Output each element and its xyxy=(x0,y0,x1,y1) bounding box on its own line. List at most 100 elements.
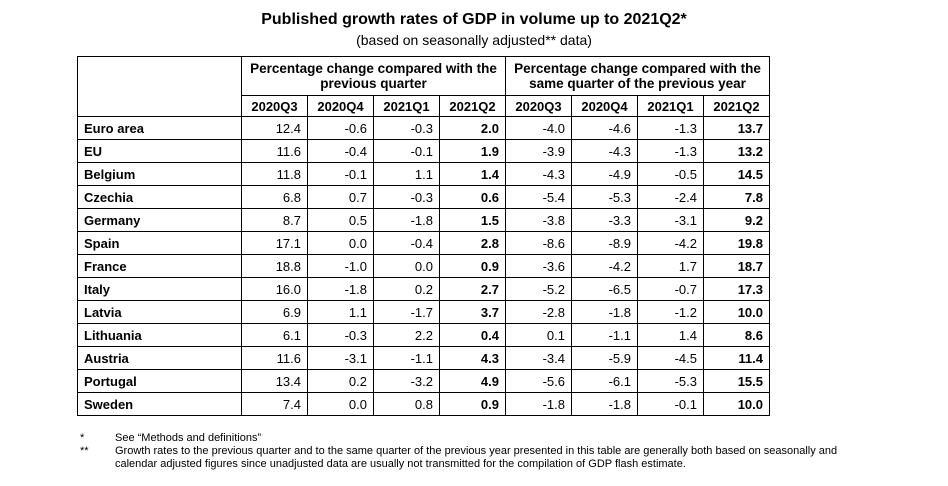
value-cell: 0.6 xyxy=(439,185,506,209)
value-cell: 0.9 xyxy=(439,254,506,278)
value-cell: -0.7 xyxy=(637,277,704,301)
value-cell: -2.4 xyxy=(637,185,704,209)
value-cell: -1.0 xyxy=(307,254,374,278)
value-cell: -3.2 xyxy=(373,369,440,393)
value-cell: -0.3 xyxy=(373,185,440,209)
value-cell: 17.3 xyxy=(703,277,770,301)
table-row: Latvia 6.9 1.1 -1.7 3.7 -2.8 -1.8 -1.2 10.0 xyxy=(77,300,770,324)
country-cell: Lithuania xyxy=(77,323,242,347)
value-cell: -0.3 xyxy=(307,323,374,347)
country-cell: Italy xyxy=(77,277,242,301)
value-cell: -5.2 xyxy=(505,277,572,301)
country-cell: Spain xyxy=(77,231,242,255)
table-row: Belgium 11.8 -0.1 1.1 1.4 -4.3 -4.9 -0.5 14.5 xyxy=(77,162,770,186)
value-cell: 4.3 xyxy=(439,346,506,370)
table-row: Spain 17.1 0.0 -0.4 2.8 -8.6 -8.9 -4.2 19.8 xyxy=(77,231,770,255)
value-cell: 0.0 xyxy=(307,392,374,416)
gdp-growth-table: Percentage change compared with the prev… xyxy=(77,56,770,416)
table-row: Portugal 13.4 0.2 -3.2 4.9 -5.6 -6.1 -5.3 15.5 xyxy=(77,369,770,393)
value-cell: -1.3 xyxy=(637,116,704,140)
value-cell: 1.4 xyxy=(439,162,506,186)
value-cell: 9.2 xyxy=(703,208,770,232)
value-cell: -0.4 xyxy=(373,231,440,255)
value-cell: 10.0 xyxy=(703,392,770,416)
value-cell: -0.1 xyxy=(637,392,704,416)
value-cell: -0.6 xyxy=(307,116,374,140)
value-cell: 11.6 xyxy=(241,139,308,163)
table-row: Czechia 6.8 0.7 -0.3 0.6 -5.4 -5.3 -2.4 7.8 xyxy=(77,185,770,209)
value-cell: -8.6 xyxy=(505,231,572,255)
footnote-mark: * xyxy=(80,432,85,444)
quarter-header: 2020Q4 xyxy=(571,95,638,117)
value-cell: 18.8 xyxy=(241,254,308,278)
country-cell: Belgium xyxy=(77,162,242,186)
group-header-previous-quarter: Percentage change compared with the prev… xyxy=(241,56,506,96)
value-cell: -4.5 xyxy=(637,346,704,370)
value-cell: 0.0 xyxy=(373,254,440,278)
value-cell: 16.0 xyxy=(241,277,308,301)
value-cell: -3.8 xyxy=(505,208,572,232)
value-cell: -0.1 xyxy=(373,139,440,163)
value-cell: -1.7 xyxy=(373,300,440,324)
value-cell: -0.1 xyxy=(307,162,374,186)
value-cell: -6.1 xyxy=(571,369,638,393)
value-cell: 8.7 xyxy=(241,208,308,232)
value-cell: -1.2 xyxy=(637,300,704,324)
value-cell: -4.3 xyxy=(571,139,638,163)
value-cell: -0.5 xyxy=(637,162,704,186)
value-cell: -6.5 xyxy=(571,277,638,301)
value-cell: 2.8 xyxy=(439,231,506,255)
value-cell: 11.6 xyxy=(241,346,308,370)
value-cell: -1.8 xyxy=(505,392,572,416)
value-cell: 7.8 xyxy=(703,185,770,209)
value-cell: 4.9 xyxy=(439,369,506,393)
value-cell: 17.1 xyxy=(241,231,308,255)
quarter-header: 2020Q4 xyxy=(307,95,374,117)
table-row: Euro area 12.4 -0.6 -0.3 2.0 -4.0 -4.6 -1.3 13.7 xyxy=(77,116,770,140)
value-cell: 1.9 xyxy=(439,139,506,163)
group-header-previous-year: Percentage change compared with the same… xyxy=(505,56,770,96)
value-cell: 2.0 xyxy=(439,116,506,140)
table-row: Lithuania 6.1 -0.3 2.2 0.4 0.1 -1.1 1.4 8.6 xyxy=(77,323,770,347)
value-cell: -5.3 xyxy=(571,185,638,209)
value-cell: 15.5 xyxy=(703,369,770,393)
value-cell: 1.1 xyxy=(373,162,440,186)
value-cell: 0.1 xyxy=(505,323,572,347)
value-cell: 11.8 xyxy=(241,162,308,186)
country-cell: EU xyxy=(77,139,242,163)
quarter-header: 2021Q1 xyxy=(373,95,440,117)
value-cell: 13.7 xyxy=(703,116,770,140)
value-cell: -0.3 xyxy=(373,116,440,140)
table-body: Euro area 12.4 -0.6 -0.3 2.0 -4.0 -4.6 -1.3 13.7… xyxy=(77,116,770,416)
table-row: Germany 8.7 0.5 -1.8 1.5 -3.8 -3.3 -3.1 9.2 xyxy=(77,208,770,232)
value-cell: 6.1 xyxy=(241,323,308,347)
value-cell: 8.6 xyxy=(703,323,770,347)
table-row: EU 11.6 -0.4 -0.1 1.9 -3.9 -4.3 -1.3 13.2 xyxy=(77,139,770,163)
value-cell: -1.1 xyxy=(373,346,440,370)
footnote: ** Growth rates to the previous quarter … xyxy=(80,445,880,471)
value-cell: -1.8 xyxy=(571,300,638,324)
value-cell: 10.0 xyxy=(703,300,770,324)
value-cell: 11.4 xyxy=(703,346,770,370)
value-cell: -1.3 xyxy=(637,139,704,163)
value-cell: -3.1 xyxy=(307,346,374,370)
value-cell: 7.4 xyxy=(241,392,308,416)
country-cell: Czechia xyxy=(77,185,242,209)
value-cell: 3.7 xyxy=(439,300,506,324)
value-cell: 2.2 xyxy=(373,323,440,347)
value-cell: -3.9 xyxy=(505,139,572,163)
value-cell: 1.7 xyxy=(637,254,704,278)
quarter-header: 2020Q3 xyxy=(505,95,572,117)
value-cell: -3.6 xyxy=(505,254,572,278)
country-cell: France xyxy=(77,254,242,278)
value-cell: 0.4 xyxy=(439,323,506,347)
value-cell: 19.8 xyxy=(703,231,770,255)
country-cell: Portugal xyxy=(77,369,242,393)
value-cell: -3.3 xyxy=(571,208,638,232)
value-cell: 1.1 xyxy=(307,300,374,324)
value-cell: -3.4 xyxy=(505,346,572,370)
value-cell: -3.1 xyxy=(637,208,704,232)
value-cell: -4.2 xyxy=(637,231,704,255)
value-cell: 1.4 xyxy=(637,323,704,347)
value-cell: -4.9 xyxy=(571,162,638,186)
